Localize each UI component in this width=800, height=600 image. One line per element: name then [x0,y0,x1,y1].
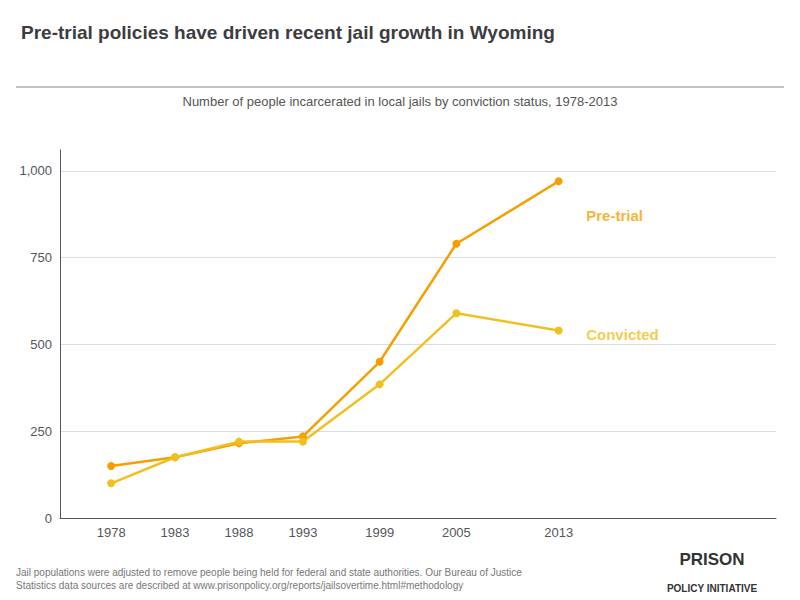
svg-text:250: 250 [30,424,52,439]
svg-text:2005: 2005 [442,525,471,540]
svg-text:Statistics data sources are de: Statistics data sources are described at… [16,580,463,591]
svg-text:750: 750 [30,250,52,265]
svg-text:PRISON: PRISON [679,550,744,569]
svg-text:1999: 1999 [365,525,394,540]
svg-text:Number of people incarcerated: Number of people incarcerated in local j… [182,94,617,109]
svg-text:Pre-trial policies have driven: Pre-trial policies have driven recent ja… [21,22,555,43]
svg-text:1988: 1988 [225,525,254,540]
svg-text:1978: 1978 [97,525,126,540]
svg-text:0: 0 [45,511,52,526]
svg-text:POLICY INITIATIVE: POLICY INITIATIVE [667,583,758,594]
svg-text:2013: 2013 [544,525,573,540]
svg-text:1,000: 1,000 [19,163,52,178]
svg-text:1983: 1983 [161,525,190,540]
svg-text:1993: 1993 [288,525,317,540]
svg-text:Pre-trial: Pre-trial [586,207,643,224]
svg-text:500: 500 [30,337,52,352]
svg-text:Convicted: Convicted [586,326,659,343]
svg-text:Jail populations were adjusted: Jail populations were adjusted to remove… [16,567,522,578]
